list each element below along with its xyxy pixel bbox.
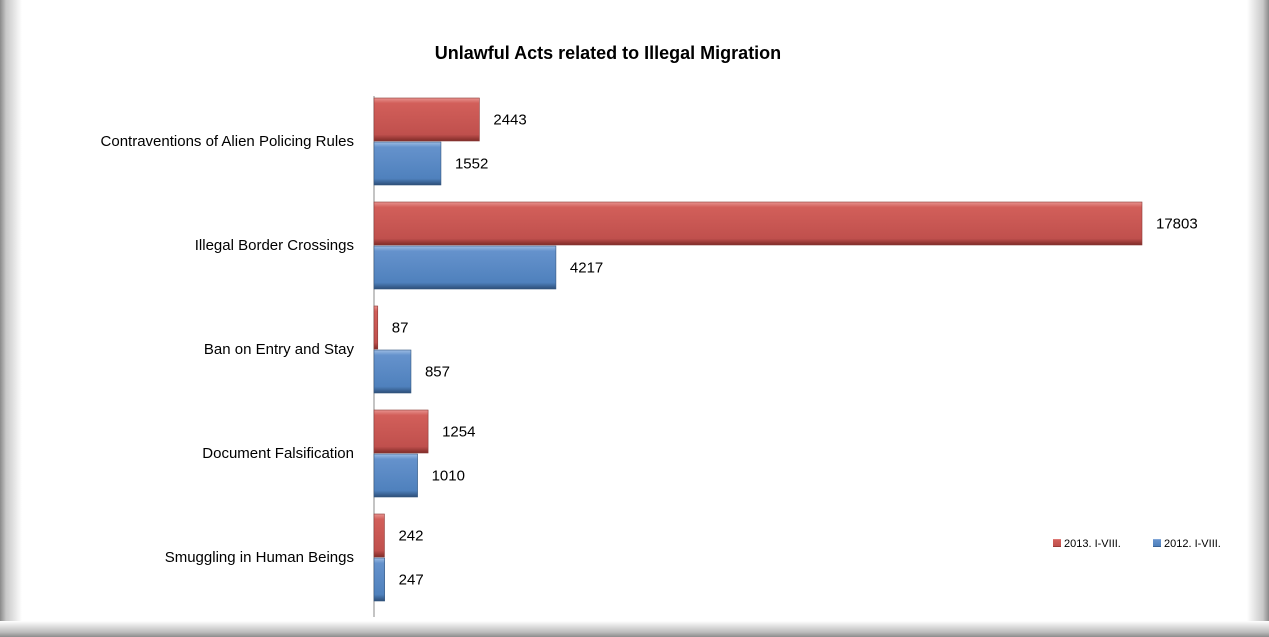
data-label-2013: 17803	[1156, 216, 1198, 233]
chart-area	[22, 0, 1247, 623]
bar-2013	[373, 513, 385, 558]
bar-2013	[373, 409, 429, 454]
data-label-2012: 1552	[455, 156, 488, 173]
legend-swatch-2012	[1153, 539, 1161, 547]
bar-2013	[373, 305, 379, 350]
category-label: Smuggling in Human Beings	[165, 549, 354, 566]
bar-2013	[373, 97, 480, 142]
category-label: Illegal Border Crossings	[195, 237, 354, 254]
data-label-2013: 2443	[493, 112, 526, 129]
legend: 2013. I-VIII. 2012. I-VIII.	[1053, 538, 1221, 550]
legend-label-2012: 2012. I-VIII.	[1164, 538, 1221, 550]
data-label-2013: 87	[392, 320, 409, 337]
data-label-2012: 1010	[432, 468, 465, 485]
category-labels: Contraventions of Alien Policing Rules Il…	[101, 133, 355, 566]
category-label: Document Falsification	[202, 445, 354, 462]
bar-2012	[373, 141, 442, 186]
bars	[373, 97, 1143, 602]
data-label-2013: 242	[398, 528, 423, 545]
bar-2012	[373, 557, 385, 602]
bar-2013	[373, 201, 1143, 246]
bar-2012	[373, 453, 418, 498]
legend-swatch-2013	[1053, 539, 1061, 547]
bar-2012	[373, 349, 412, 394]
category-label: Contraventions of Alien Policing Rules	[101, 133, 354, 150]
data-label-2012: 857	[425, 364, 450, 381]
frame-bottom-bevel	[0, 621, 1269, 637]
data-labels: 2443 1552 17803 4217 87 857 1254 1010 242 247	[392, 112, 1198, 589]
legend-label-2013: 2013. I-VIII.	[1064, 538, 1121, 550]
category-label: Ban on Entry and Stay	[204, 341, 355, 358]
bar-2012	[373, 245, 557, 290]
data-label-2012: 4217	[570, 260, 603, 277]
data-label-2013: 1254	[442, 424, 475, 441]
chart-title: Unlawful Acts related to Illegal Migrati…	[435, 43, 781, 63]
data-label-2012: 247	[399, 572, 424, 589]
